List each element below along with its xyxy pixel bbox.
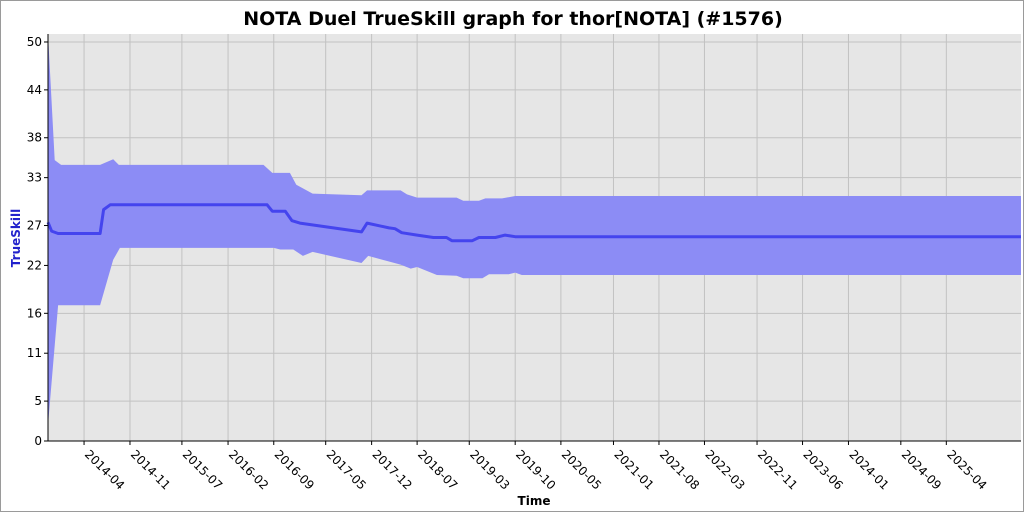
x-tick-label: 2021-01 xyxy=(611,447,656,492)
y-tick-label: 11 xyxy=(27,346,42,360)
x-tick-label: 2025-04 xyxy=(944,447,989,492)
x-tick-label: 2023-06 xyxy=(800,447,845,492)
chart-title: NOTA Duel TrueSkill graph for thor[NOTA]… xyxy=(243,8,783,30)
x-tick-label: 2016-02 xyxy=(226,447,271,492)
y-tick-label: 5 xyxy=(34,394,42,408)
y-tick-label: 16 xyxy=(27,306,42,320)
x-tick-label: 2014-04 xyxy=(82,447,127,492)
x-tick-label: 2022-03 xyxy=(702,447,747,492)
x-tick-label: 2019-10 xyxy=(513,447,558,492)
x-tick-label: 2021-08 xyxy=(657,447,702,492)
x-tick-label: 2020-05 xyxy=(559,447,604,492)
trueskill-mean-line xyxy=(46,203,1021,243)
x-tick-label: 2016-09 xyxy=(272,447,317,492)
y-tick-label: 27 xyxy=(27,219,42,233)
x-tick-label: 2017-12 xyxy=(369,447,414,492)
x-tick-label: 2014-11 xyxy=(128,447,173,492)
x-tick-label: 2015-07 xyxy=(180,447,225,492)
x-tick-label: 2018-07 xyxy=(415,447,460,492)
data-layer xyxy=(46,34,1021,425)
y-axis-title: TrueSkill xyxy=(9,209,23,267)
y-tick-label: 33 xyxy=(27,171,42,185)
x-axis-title: Time xyxy=(518,494,551,508)
uncertainty-band xyxy=(48,34,1021,425)
x-tick-label: 2024-09 xyxy=(899,447,944,492)
x-tick-label: 2024-01 xyxy=(846,447,891,492)
y-tick-label: 38 xyxy=(27,131,42,145)
y-tick-label: 50 xyxy=(27,35,42,49)
x-tick-label: 2022-11 xyxy=(755,447,800,492)
y-tick-label: 44 xyxy=(27,83,42,97)
x-tick-label: 2019-03 xyxy=(467,447,512,492)
x-tick-label: 2017-05 xyxy=(324,447,369,492)
y-tick-label: 0 xyxy=(34,434,42,448)
y-tick-label: 22 xyxy=(27,258,42,272)
